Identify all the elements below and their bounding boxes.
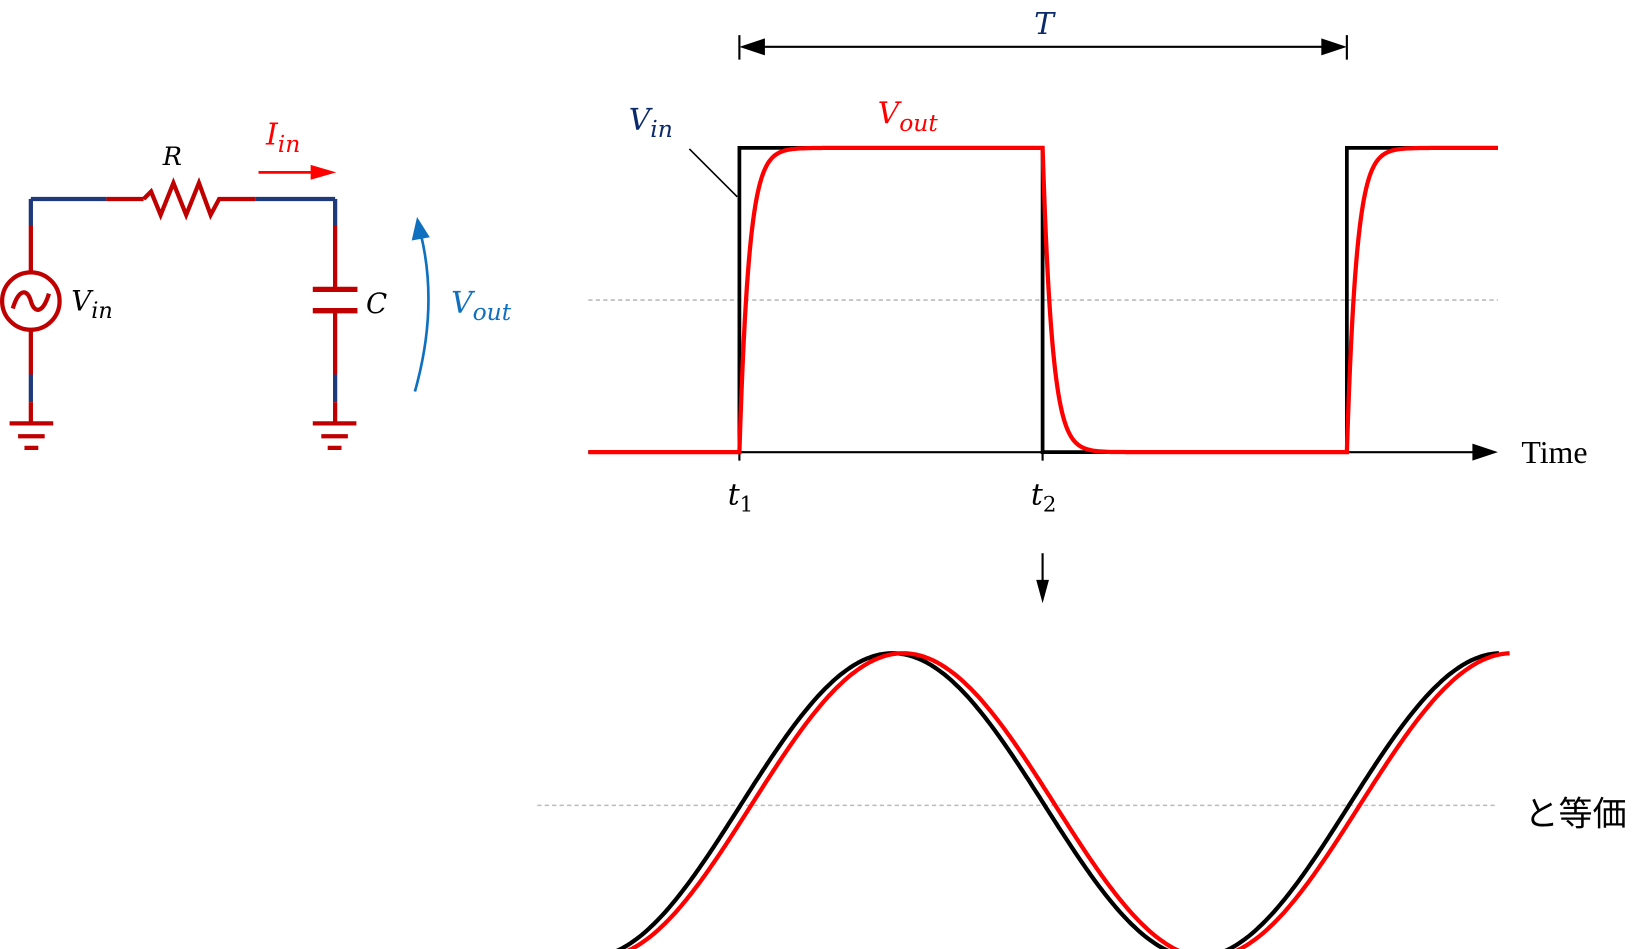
period-label: T bbox=[1034, 7, 1056, 42]
current-arrowhead-icon bbox=[310, 164, 337, 180]
square-wave-plot: T Time Vin Vout t1 t2 bbox=[588, 7, 1588, 518]
t1-label: t1 bbox=[728, 477, 754, 517]
vout-arrowhead-icon bbox=[411, 217, 430, 241]
vout-arc-arrow-icon bbox=[413, 235, 430, 392]
vin-sine-curve bbox=[615, 651, 1500, 949]
resistor-label: R bbox=[162, 142, 182, 172]
period-arrowhead-left-icon bbox=[739, 38, 765, 56]
vin-pointer-line bbox=[688, 148, 738, 198]
sine-wave-plot: と等価 bbox=[537, 651, 1627, 949]
ground-icon-right bbox=[312, 421, 357, 451]
vout-response-curve bbox=[588, 145, 1498, 455]
ac-source-icon bbox=[0, 270, 62, 332]
resistor-symbol bbox=[142, 177, 256, 221]
ground-icon-left bbox=[9, 421, 54, 451]
t2-label: t2 bbox=[1031, 477, 1057, 517]
vout-label: Vout bbox=[878, 96, 939, 136]
equivalent-label: と等価 bbox=[1525, 796, 1627, 834]
source-label: Vin bbox=[71, 285, 113, 324]
down-arrowhead-icon bbox=[1036, 579, 1049, 604]
period-arrow bbox=[738, 35, 1348, 60]
vout-sine-curve bbox=[626, 651, 1510, 949]
current-label: Iin bbox=[265, 118, 300, 158]
time-axis-arrowhead-icon bbox=[1472, 443, 1498, 461]
vin-label: Vin bbox=[629, 103, 673, 143]
capacitor-label: C bbox=[366, 287, 387, 320]
sine-wave-icon bbox=[10, 290, 51, 312]
capacitor-symbol bbox=[312, 286, 358, 314]
output-voltage-label: Vout bbox=[451, 286, 512, 326]
time-axis-label: Time bbox=[1521, 435, 1587, 470]
period-arrowhead-right-icon bbox=[1321, 38, 1347, 56]
rc-circuit bbox=[0, 164, 430, 451]
